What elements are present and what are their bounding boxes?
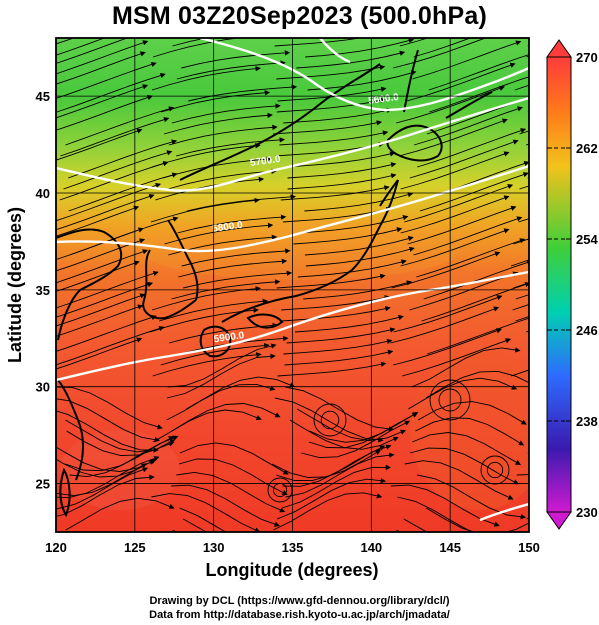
x-tick-label-130: 130 [203, 540, 225, 555]
colorbar-tick-262: 262 [576, 141, 598, 156]
y-tick-label-35: 35 [36, 283, 50, 298]
y-tick-label-45: 45 [36, 89, 50, 104]
colorbar-tick-270: 270 [576, 50, 598, 65]
y-axis-label: Latitude (degrees) [5, 207, 25, 363]
colorbar-tick-254: 254 [576, 232, 598, 247]
colorbar-bottom-extension [546, 511, 572, 530]
contour-labels: 5600.0 5700.0 5800.0 5900.0 [212, 92, 400, 345]
y-tick-label-25: 25 [36, 477, 50, 492]
colorbar-tick-230: 230 [576, 505, 598, 520]
y-tick-label-40: 40 [36, 186, 50, 201]
x-tick-label-125: 125 [124, 540, 146, 555]
wind-streamlines [56, 38, 529, 532]
colorbar-tick-238: 238 [576, 414, 598, 429]
y-axis: 25 30 35 40 45 [36, 89, 50, 491]
x-tick-label-140: 140 [360, 540, 382, 555]
coastlines [56, 49, 493, 518]
colorbar: 270 262 254 246 238 230 [546, 39, 598, 530]
colorbar-top-extension [546, 39, 572, 58]
y-tick-label-30: 30 [36, 380, 50, 395]
x-tick-label-145: 145 [439, 540, 461, 555]
contour-label-2: 5800.0 [212, 220, 244, 235]
credit-data-source: Data from http://database.rish.kyoto-u.a… [149, 609, 450, 621]
height-contours [56, 38, 529, 522]
contour-label-1: 5700.0 [249, 154, 281, 169]
plot-frame [55, 37, 530, 533]
colorbar-scale [546, 56, 572, 513]
x-tick-label-150: 150 [518, 540, 540, 555]
contour-label-3: 5900.0 [213, 330, 245, 345]
x-tick-label-120: 120 [45, 540, 67, 555]
x-tick-label-135: 135 [282, 540, 304, 555]
x-axis-label: Longitude (degrees) [205, 560, 378, 580]
page-title: MSM 03Z20Sep2023 (500.0hPa) [111, 2, 488, 30]
colorbar-tick-246: 246 [576, 323, 598, 338]
credit-drawing: Drawing by DCL (https://www.gfd-dennou.o… [149, 595, 450, 607]
contour-label-0: 5600.0 [368, 92, 400, 107]
x-axis: 120 125 130 135 140 145 150 [45, 540, 540, 555]
